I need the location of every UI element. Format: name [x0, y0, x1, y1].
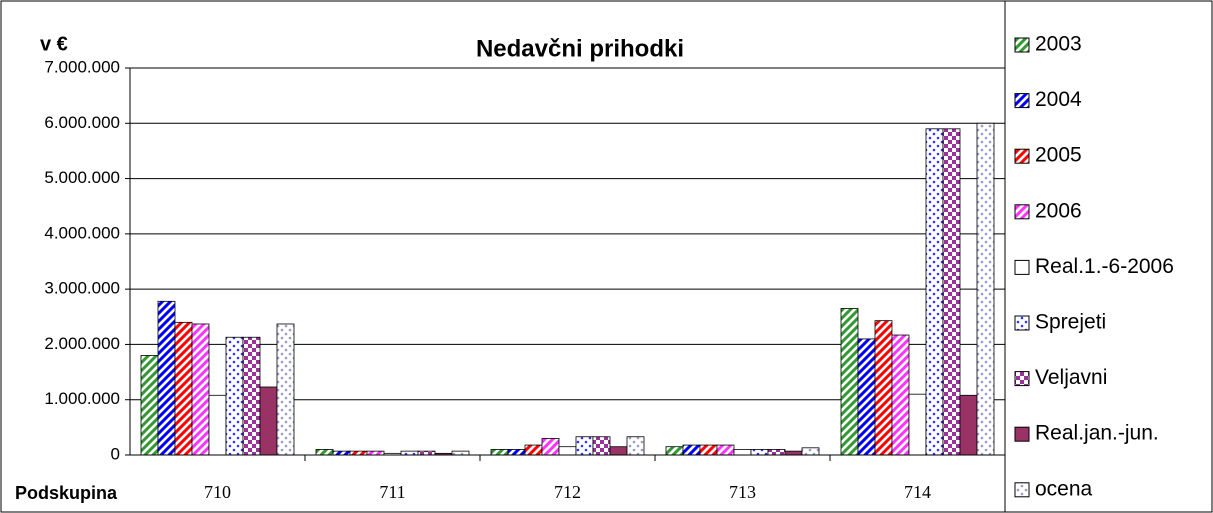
- y-tick-label: 3.000.000: [44, 279, 120, 298]
- bar: [750, 449, 769, 456]
- x-axis-label: Podskupina: [15, 483, 118, 503]
- bar: [716, 444, 735, 456]
- legend-label: ocena: [1035, 477, 1093, 500]
- legend-label: Veljavni: [1035, 366, 1107, 389]
- bar: [959, 394, 978, 456]
- y-tick-label: 4.000.000: [44, 223, 120, 242]
- bar: [191, 323, 210, 456]
- bar: [349, 450, 368, 456]
- bar: [592, 436, 611, 456]
- bar: [942, 128, 961, 456]
- legend-label: Real.1.-6-2006: [1035, 255, 1174, 278]
- legend-label: Real.jan.-jun.: [1035, 422, 1159, 445]
- bar: [575, 436, 594, 456]
- bar: [417, 450, 436, 456]
- bar: [400, 450, 419, 456]
- bar: [541, 438, 560, 456]
- legend-swatch: [1014, 259, 1030, 275]
- legend-swatch: [1014, 204, 1030, 220]
- bar: [315, 449, 334, 456]
- y-tick-label: 1.000.000: [44, 389, 120, 408]
- y-axis-label: v €: [40, 33, 68, 55]
- bar: [891, 334, 910, 456]
- bar: [665, 446, 684, 456]
- bar: [857, 338, 876, 456]
- bar: [524, 444, 543, 456]
- bar: [259, 386, 278, 456]
- bar: [699, 444, 718, 456]
- x-tick-label: 710: [204, 482, 231, 502]
- bar: [976, 122, 995, 456]
- legend-label: Sprejeti: [1035, 311, 1106, 334]
- legend-label: 2003: [1035, 33, 1082, 56]
- bar: [733, 449, 752, 456]
- bar: [242, 336, 261, 456]
- bar: [874, 320, 893, 456]
- bar: [784, 450, 803, 456]
- bar: [558, 446, 577, 456]
- bar: [925, 128, 944, 456]
- y-tick-label: 6.000.000: [44, 113, 120, 132]
- bar: [801, 447, 820, 456]
- chart-title: Nedavčni prihodki: [476, 35, 684, 62]
- bar: [840, 308, 859, 456]
- legend-swatch: [1014, 426, 1030, 442]
- bar: [490, 449, 509, 456]
- bar: [174, 321, 193, 456]
- legend-swatch: [1014, 37, 1030, 53]
- bar: [157, 300, 176, 456]
- bar: [682, 444, 701, 456]
- bar: [451, 450, 470, 456]
- bar: [140, 355, 159, 456]
- x-tick-label: 714: [904, 482, 931, 502]
- bar: [276, 323, 295, 456]
- x-tick-label: 711: [379, 482, 405, 502]
- legend-swatch: [1014, 148, 1030, 164]
- bar: [507, 449, 526, 456]
- bar: [908, 393, 927, 456]
- bar: [208, 394, 227, 456]
- bar: [366, 450, 385, 456]
- legend-label: 2006: [1035, 199, 1082, 222]
- legend-label: 2005: [1035, 144, 1082, 167]
- bar: [609, 446, 628, 456]
- y-tick-label: 2.000.000: [44, 334, 120, 353]
- bar: [225, 336, 244, 456]
- legend-swatch: [1014, 482, 1030, 498]
- bar: [767, 449, 786, 456]
- legend-swatch: [1014, 371, 1030, 387]
- legend-swatch: [1014, 315, 1030, 331]
- y-tick-label: 7.000.000: [44, 57, 120, 76]
- bar: [332, 450, 351, 456]
- legend-swatch: [1014, 93, 1030, 109]
- x-tick-label: 712: [554, 482, 581, 502]
- bar: [626, 436, 645, 456]
- y-tick-label: 0: [111, 444, 120, 463]
- legend-label: 2004: [1035, 88, 1082, 111]
- y-tick-label: 5.000.000: [44, 168, 120, 187]
- x-tick-label: 713: [729, 482, 756, 502]
